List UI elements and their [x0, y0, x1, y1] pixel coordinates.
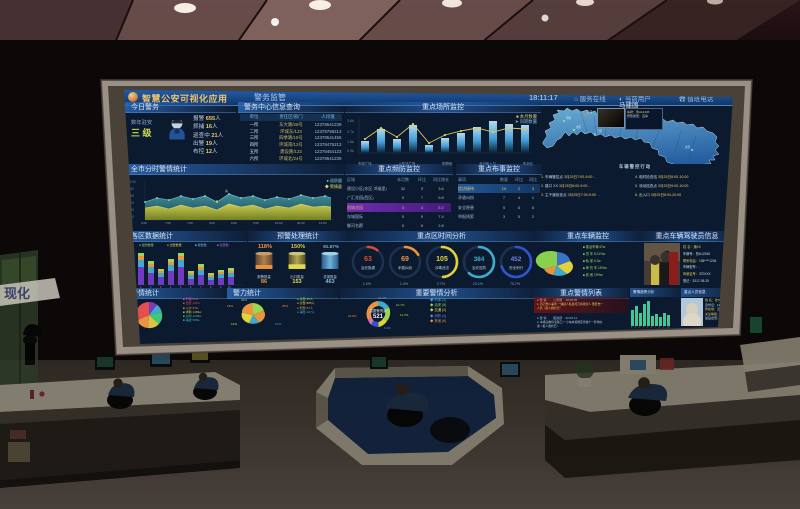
svg-text:3.6k: 3.6k [347, 119, 354, 123]
svg-text:63: 63 [364, 256, 372, 263]
svg-text:384: 384 [474, 256, 485, 263]
svg-text:乙区: 乙区 [587, 110, 593, 114]
svg-text:10.7%: 10.7% [396, 303, 405, 307]
svg-text:安全例行: 安全例行 [509, 265, 524, 270]
svg-text:5:00: 5:00 [253, 221, 259, 225]
svg-text:2.7k: 2.7k [347, 130, 354, 134]
svg-text:治安隐患: 治安隐患 [361, 265, 376, 270]
svg-text:重要警情量: 重要警情量 [370, 308, 388, 313]
svg-text:0.9k: 0.9k [347, 149, 354, 153]
svg-text:1.8k: 1.8k [347, 140, 354, 144]
svg-text:21.3%: 21.3% [378, 297, 387, 300]
svg-text:11.7%: 11.7% [400, 313, 409, 317]
svg-text:庆区: 庆区 [685, 145, 691, 149]
svg-text:甲区: 甲区 [566, 116, 572, 120]
svg-text:521: 521 [373, 314, 384, 320]
svg-text:69: 69 [401, 256, 409, 263]
svg-text:7:00: 7:00 [187, 221, 193, 225]
svg-text:21.0%: 21.0% [348, 314, 357, 318]
svg-text:9.3%: 9.3% [384, 326, 391, 330]
svg-text:12:00: 12:00 [319, 221, 327, 225]
svg-text:矛盾纠纷: 矛盾纠纷 [398, 265, 413, 270]
svg-text:105: 105 [436, 256, 448, 263]
svg-text:戊区: 戊区 [576, 125, 582, 129]
svg-text:治安巡防: 治安巡防 [472, 265, 487, 270]
svg-text:452: 452 [511, 256, 522, 263]
svg-text:10:00: 10:00 [275, 221, 283, 225]
svg-text:9:00: 9:00 [209, 221, 215, 225]
svg-text:20:00: 20:00 [297, 221, 305, 225]
svg-text:关: 关 [225, 188, 228, 193]
svg-text:涉毒违法: 涉毒违法 [435, 265, 450, 270]
svg-text:0:00: 0:00 [141, 221, 147, 225]
svg-text:现化: 现化 [4, 286, 30, 301]
svg-text:己区: 己区 [597, 129, 603, 133]
svg-text:7:00: 7:00 [165, 221, 171, 225]
svg-text:9:00: 9:00 [231, 221, 237, 225]
